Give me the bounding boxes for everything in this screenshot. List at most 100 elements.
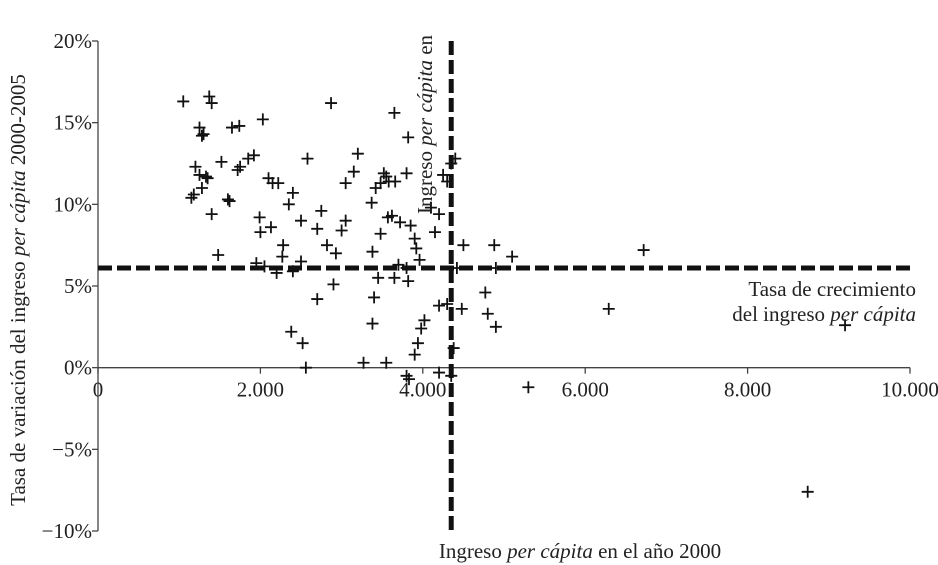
data-point: [301, 152, 314, 165]
data-point: [197, 128, 210, 141]
data-point: [408, 232, 421, 245]
data-point: [177, 95, 190, 108]
y-tick-label: 0%: [64, 356, 92, 380]
tick-labels: −10%−5%0%5%10%15%20%0 2.000 4.000 6.000 8.00…: [42, 29, 938, 543]
data-point: [374, 177, 387, 190]
data-point: [212, 248, 225, 261]
data-point: [388, 271, 401, 284]
data-point: [311, 293, 324, 306]
horizontal-line-annotation: Tasa de crecimiento: [748, 277, 916, 301]
data-point: [522, 381, 535, 394]
data-point: [433, 208, 446, 221]
data-point: [247, 149, 260, 162]
x-tick-label: 0: [93, 378, 104, 402]
data-point: [388, 106, 401, 119]
data-point: [433, 299, 446, 312]
x-tick-label: 8.000: [724, 378, 771, 402]
data-point: [380, 356, 393, 369]
data-point: [457, 239, 470, 252]
data-point: [413, 253, 426, 266]
data-point: [389, 175, 402, 188]
data-point: [187, 188, 200, 201]
data-point: [295, 214, 307, 227]
data-point: [195, 129, 208, 142]
data-point: [479, 286, 492, 299]
data-point: [296, 337, 309, 350]
x-tick-label: 2.000: [237, 378, 284, 402]
data-point: [402, 275, 415, 288]
y-tick-label: 5%: [64, 274, 92, 298]
data-point: [347, 165, 360, 178]
data-point: [506, 250, 519, 263]
data-point: [329, 247, 342, 260]
data-point: [233, 119, 246, 132]
data-point: [311, 222, 324, 235]
data-point: [286, 186, 299, 199]
data-point: [424, 201, 437, 214]
vertical-line-annotation: Ingreso per cápita en: [413, 34, 437, 214]
data-point: [366, 245, 379, 258]
data-points: [177, 90, 852, 498]
data-point: [357, 356, 370, 369]
data-point: [402, 131, 415, 144]
data-point: [488, 239, 501, 252]
data-point: [277, 239, 290, 252]
data-point: [335, 224, 348, 237]
data-point: [199, 170, 212, 183]
data-point: [400, 167, 413, 180]
horizontal-line-annotation-line2: del ingreso per cápita: [732, 302, 916, 326]
data-point: [193, 168, 206, 181]
y-axis-title: Tasa de variación del ingreso per cápita…: [6, 74, 30, 506]
data-point: [489, 320, 502, 333]
data-point: [195, 182, 208, 194]
data-point: [325, 97, 338, 110]
data-point: [441, 297, 454, 310]
data-point: [203, 90, 216, 103]
data-point: [408, 348, 421, 361]
data-point: [392, 258, 405, 271]
data-point: [411, 337, 424, 350]
data-point: [433, 366, 446, 379]
data-point: [801, 485, 814, 498]
data-point: [415, 322, 428, 335]
data-point: [285, 325, 298, 338]
data-point: [339, 177, 352, 190]
data-point: [264, 221, 277, 234]
data-point: [602, 302, 615, 315]
y-tick-label: 20%: [54, 29, 93, 53]
data-point: [276, 250, 289, 263]
data-point: [365, 196, 378, 209]
data-point: [339, 214, 352, 227]
data-point: [299, 361, 312, 374]
data-point: [201, 172, 214, 185]
data-point: [394, 216, 407, 229]
data-point: [455, 302, 468, 315]
data-point: [381, 211, 394, 224]
x-tick-label: 6.000: [562, 378, 609, 402]
data-point: [366, 317, 379, 330]
data-point: [205, 97, 218, 110]
data-point: [272, 177, 285, 190]
data-point: [410, 242, 423, 255]
reference-lines: [98, 41, 910, 531]
data-point: [231, 164, 244, 177]
data-point: [223, 195, 236, 208]
data-point: [205, 208, 218, 221]
data-point: [481, 307, 494, 320]
data-point: [418, 314, 431, 327]
data-point: [225, 121, 238, 134]
x-axis-title: Ingreso per cápita en el año 2000: [439, 539, 721, 563]
data-point: [839, 319, 852, 332]
data-point: [428, 226, 441, 239]
data-point: [189, 160, 202, 173]
data-point: [234, 160, 247, 173]
y-tick-label: 15%: [54, 111, 93, 135]
data-point: [327, 278, 340, 291]
y-tick-label: −10%: [42, 519, 92, 543]
data-point: [215, 155, 228, 168]
data-point: [221, 193, 234, 206]
data-point: [402, 373, 415, 386]
data-point: [282, 198, 295, 211]
